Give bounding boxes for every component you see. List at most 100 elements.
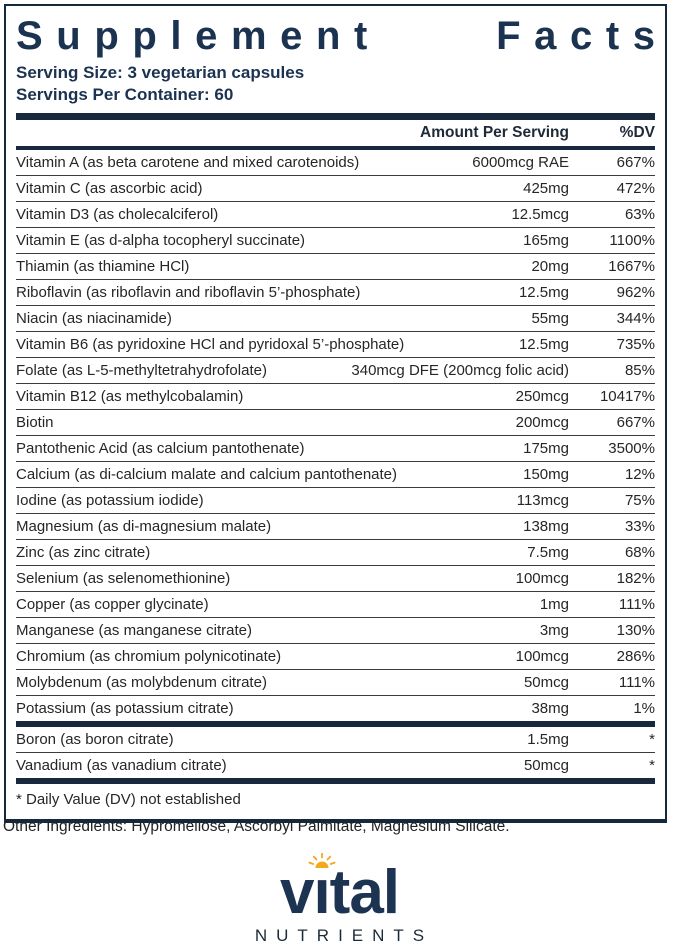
nutrient-dv: 667% (616, 413, 655, 431)
table-row: Calcium (as di-calcium malate and calciu… (16, 462, 655, 488)
logo-letter-i: i (308, 853, 336, 924)
nutrient-name: Riboflavin (as riboflavin and riboflavin… (16, 283, 361, 301)
table-row: Niacin (as niacinamide) 55mg 344% (16, 306, 655, 332)
nutrient-amount: 200mcg (515, 413, 569, 431)
vital-nutrients-logo: vi tal NUTRIENTS (0, 853, 679, 946)
nutrient-name: Boron (as boron citrate) (16, 730, 174, 748)
nutrient-dv: 68% (624, 543, 655, 561)
nutrient-amount: 3mg (539, 621, 569, 639)
nutrient-name: Niacin (as niacinamide) (16, 309, 172, 327)
table-row: Magnesium (as di-magnesium malate) 138mg… (16, 514, 655, 540)
supplement-facts-title: Supplement Facts (16, 16, 655, 56)
nutrient-amount: 1mg (539, 595, 569, 613)
nutrient-name: Chromium (as chromium polynicotinate) (16, 647, 282, 665)
table-row: Vitamin C (as ascorbic acid) 425mg 472% (16, 176, 655, 202)
column-header-rule (16, 145, 655, 150)
nutrient-name: Pantothenic Acid (as calcium pantothenat… (16, 439, 305, 457)
nutrient-amount: 340mcg DFE (200mcg folic acid) (351, 361, 569, 379)
nutrient-dv: 130% (616, 621, 655, 639)
table-row: Vitamin A (as beta carotene and mixed ca… (16, 150, 655, 176)
table-row: Vitamin E (as d-alpha tocopheryl succina… (16, 228, 655, 254)
nutrient-name: Calcium (as di-calcium malate and calciu… (16, 465, 398, 483)
nutrient-dv: 85% (624, 361, 655, 379)
nutrient-amount: 12.5mg (518, 283, 569, 301)
nutrient-amount: 38mg (531, 699, 569, 717)
table-row: Copper (as copper glycinate) 1mg 111% (16, 592, 655, 618)
nutrient-dv: 667% (616, 153, 655, 171)
nutrient-dv: 472% (616, 179, 655, 197)
table-row: Vitamin B6 (as pyridoxine HCl and pyrido… (16, 332, 655, 358)
table-row: Boron (as boron citrate) 1.5mg * (16, 727, 655, 753)
nutrient-dv: 111% (618, 595, 655, 613)
nutrient-amount: 175mg (523, 439, 569, 457)
logo-letter-v: v (279, 858, 314, 927)
supplement-facts-panel: Supplement Facts Serving Size: 3 vegetar… (4, 4, 667, 823)
nutrient-dv: 10417% (599, 387, 655, 405)
table-row: Chromium (as chromium polynicotinate) 10… (16, 644, 655, 670)
nutrient-name: Vanadium (as vanadium citrate) (16, 756, 227, 774)
title-word-supplement: Supplement (16, 14, 381, 58)
table-row: Vanadium (as vanadium citrate) 50mcg * (16, 753, 655, 778)
column-header-dv: %DV (619, 123, 655, 141)
nutrient-name: Vitamin C (as ascorbic acid) (16, 179, 203, 197)
nutrient-amount: 7.5mg (527, 543, 569, 561)
table-row: Selenium (as selenomethionine) 100mcg 18… (16, 566, 655, 592)
nutrient-dv: 1100% (609, 231, 655, 249)
nutrient-dv: 3500% (608, 439, 655, 457)
nutrient-dv: 1% (633, 699, 655, 717)
nutrient-name: Iodine (as potassium iodide) (16, 491, 204, 509)
nutrient-name: Folate (as L-5-methyltetrahydrofolate) (16, 361, 267, 379)
serving-size-text: Serving Size: 3 vegetarian capsules (16, 63, 305, 82)
servings-per-container-text: Servings Per Container: 60 (16, 84, 234, 104)
table-row: Riboflavin (as riboflavin and riboflavin… (16, 280, 655, 306)
logo-letters-tal: tal (329, 858, 400, 927)
nutrient-name: Magnesium (as di-magnesium malate) (16, 517, 272, 535)
i-dot-mask (311, 865, 334, 879)
nutrient-name: Molybdenum (as molybdenum citrate) (16, 673, 267, 691)
nutrient-dv: 111% (618, 673, 655, 691)
nutrient-amount: 55mg (531, 309, 569, 327)
nutrient-dv: 962% (616, 283, 655, 301)
table-row: Iodine (as potassium iodide) 113mcg 75% (16, 488, 655, 514)
nutrient-dv: * (649, 730, 655, 748)
nutrient-amount: 50mcg (523, 673, 569, 691)
nutrient-amount: 138mg (523, 517, 569, 535)
table-row: Zinc (as zinc citrate) 7.5mg 68% (16, 540, 655, 566)
nutrient-amount: 113mcg (516, 491, 569, 509)
nutrient-table: Vitamin A (as beta carotene and mixed ca… (16, 150, 655, 721)
table-row: Thiamin (as thiamine HCl) 20mg 1667% (16, 254, 655, 280)
nutrient-name: Vitamin E (as d-alpha tocopheryl succina… (16, 231, 306, 249)
table-row: Manganese (as manganese citrate) 3mg 130… (16, 618, 655, 644)
nutrient-amount: 20mg (531, 257, 569, 275)
table-row: Pantothenic Acid (as calcium pantothenat… (16, 436, 655, 462)
nutrient-dv: 12% (624, 465, 655, 483)
table-row: Folate (as L-5-methyltetrahydrofolate) 3… (16, 358, 655, 384)
nutrient-name: Vitamin A (as beta carotene and mixed ca… (16, 153, 360, 171)
column-header-amount: Amount Per Serving (420, 123, 569, 141)
thick-divider-bottom (16, 777, 655, 784)
nutrient-amount: 50mcg (523, 756, 569, 774)
nutrient-name: Manganese (as manganese citrate) (16, 621, 252, 639)
thick-divider-top (16, 112, 655, 120)
nutrient-name: Selenium (as selenomethionine) (16, 569, 231, 587)
table-row: Potassium (as potassium citrate) 38mg 1% (16, 696, 655, 721)
nutrient-name: Copper (as copper glycinate) (16, 595, 209, 613)
nutrient-amount: 250mcg (515, 387, 569, 405)
nutrient-dv: 75% (624, 491, 655, 509)
table-row: Molybdenum (as molybdenum citrate) 50mcg… (16, 670, 655, 696)
nutrient-amount: 150mg (523, 465, 569, 483)
nutrient-name: Potassium (as potassium citrate) (16, 699, 234, 717)
nutrient-amount: 425mg (523, 179, 569, 197)
other-ingredients-text: Other Ingredients: Hypromellose, Ascorby… (3, 818, 510, 835)
title-word-facts: Facts (496, 14, 669, 58)
nutrient-table-extra: Boron (as boron citrate) 1.5mg * Vanadiu… (16, 727, 655, 778)
nutrient-amount: 12.5mg (518, 335, 569, 353)
nutrient-name: Vitamin D3 (as cholecalciferol) (16, 205, 219, 223)
nutrient-name: Vitamin B6 (as pyridoxine HCl and pyrido… (16, 335, 405, 353)
nutrient-amount: 165mg (523, 231, 569, 249)
nutrient-dv: 286% (616, 647, 655, 665)
nutrient-dv: 1667% (608, 257, 655, 275)
nutrient-dv: 735% (616, 335, 655, 353)
nutrient-dv: 182% (616, 569, 655, 587)
